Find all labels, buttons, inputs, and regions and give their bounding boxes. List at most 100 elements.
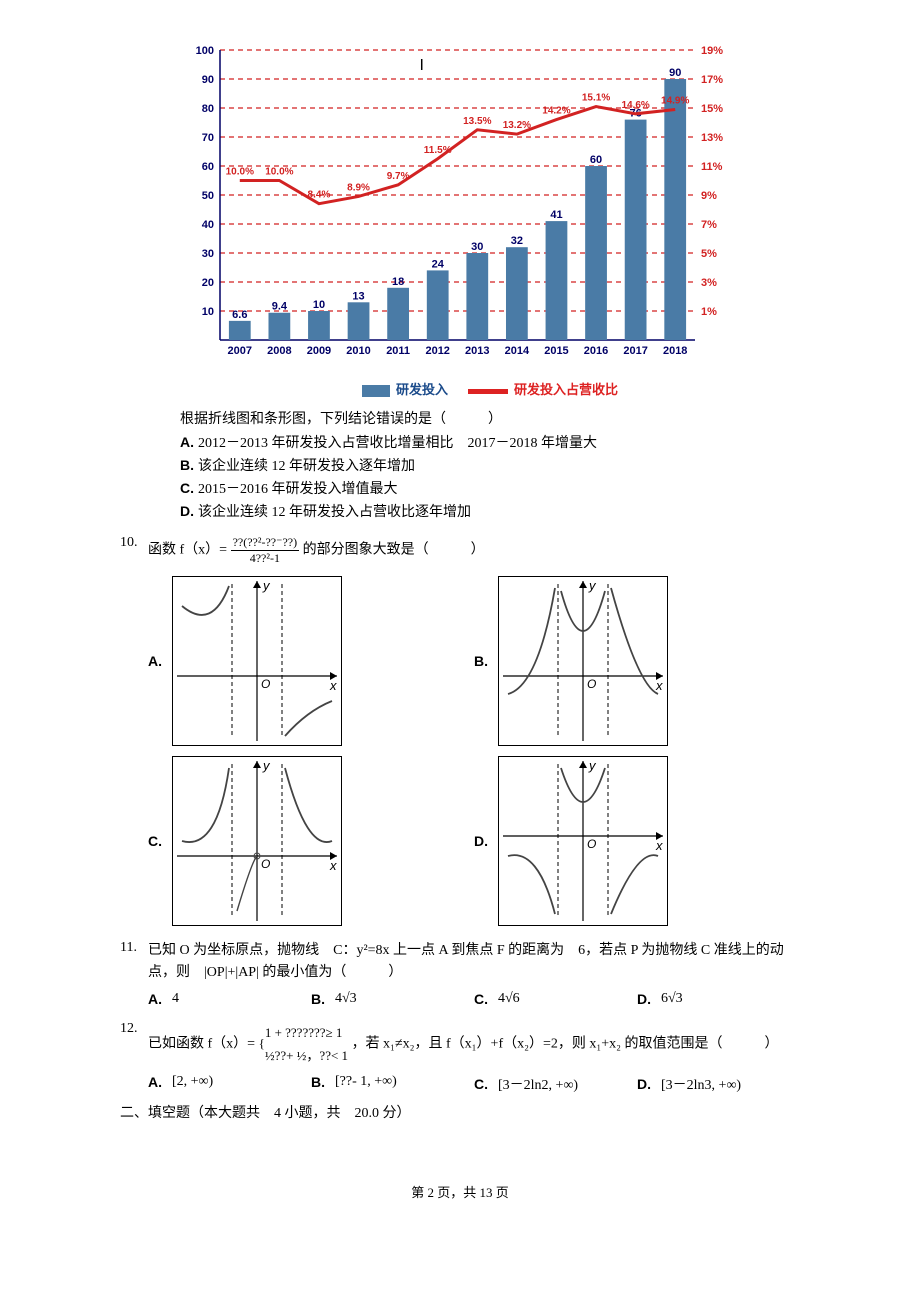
svg-text:9.7%: 9.7% (387, 171, 410, 182)
svg-text:80: 80 (202, 103, 214, 115)
svg-text:O: O (587, 837, 596, 851)
q10-graph-c: x y O (172, 756, 342, 926)
svg-text:x: x (329, 858, 337, 873)
svg-text:60: 60 (590, 154, 602, 166)
q10-a: A. (148, 653, 162, 669)
q12: 12. 已如函数 f（x）= { 1 + ???????≥ 1 ½??+ ½，?… (120, 1021, 800, 1094)
svg-text:10.0%: 10.0% (265, 167, 293, 178)
q9-options: A.2012－2013 年研发投入占营收比增量相比 2017－2018 年增量大… (180, 432, 800, 521)
svg-text:O: O (587, 677, 596, 691)
svg-text:10.0%: 10.0% (226, 167, 254, 178)
q12-a: [2, +∞) (172, 1074, 213, 1090)
svg-text:40: 40 (202, 219, 214, 231)
svg-text:9%: 9% (701, 190, 717, 202)
svg-text:2013: 2013 (465, 345, 489, 357)
svg-text:18: 18 (392, 276, 404, 288)
q11-stem: 已知 O 为坐标原点，抛物线 C：y²=8x 上一点 A 到焦点 F 的距离为 … (148, 940, 800, 985)
section2-header: 二、填空题（本大题共 4 小题，共 20.0 分） (120, 1102, 800, 1122)
svg-text:2010: 2010 (346, 345, 370, 357)
svg-text:8.9%: 8.9% (347, 182, 370, 193)
q10-num: 10. (120, 535, 148, 926)
svg-text:41: 41 (550, 209, 562, 221)
svg-text:x: x (655, 838, 663, 853)
q9-opt-a: 2012－2013 年研发投入占营收比增量相比 2017－2018 年增量大 (198, 436, 597, 451)
q11-c: 4√6 (498, 991, 520, 1007)
svg-text:6.6: 6.6 (232, 309, 247, 321)
svg-text:32: 32 (511, 235, 523, 247)
q10-stem: 函数 f（x）= ??(??²-??⁻??) 4??²-1 的部分图象大致是（ … (148, 535, 800, 566)
svg-text:y: y (262, 758, 271, 773)
q10: 10. 函数 f（x）= ??(??²-??⁻??) 4??²-1 的部分图象大… (120, 535, 800, 926)
svg-text:5%: 5% (701, 248, 717, 260)
svg-text:14.6%: 14.6% (621, 100, 649, 111)
q10-c: C. (148, 833, 162, 849)
q10-b: B. (474, 653, 488, 669)
svg-text:14.2%: 14.2% (542, 106, 570, 117)
svg-text:2008: 2008 (267, 345, 291, 357)
svg-text:2017: 2017 (623, 345, 647, 357)
q9-opt-b: 该企业连续 12 年研发投入逐年增加 (198, 459, 415, 474)
svg-text:11%: 11% (701, 161, 723, 173)
q12-d: [3－2ln3, +∞) (661, 1074, 741, 1094)
svg-text:3%: 3% (701, 277, 717, 289)
q11-b: 4√3 (335, 991, 357, 1007)
q10-graph-a: x y O (172, 576, 342, 746)
svg-text:y: y (262, 578, 271, 593)
q11-a: 4 (172, 991, 179, 1007)
q10-d: D. (474, 833, 488, 849)
svg-text:19%: 19% (701, 45, 723, 57)
page-footer: 第 2 页，共 13 页 (120, 1182, 800, 1201)
svg-text:I: I (420, 57, 424, 74)
svg-text:13.2%: 13.2% (503, 120, 531, 131)
svg-text:10: 10 (313, 299, 325, 311)
rd-chart: 10 1% 20 3% 30 5% 40 7% 50 9% 60 11% 70 13% 80 15% 90 17%… (180, 40, 800, 398)
svg-text:O: O (261, 857, 270, 871)
svg-text:30: 30 (202, 248, 214, 260)
q12-stem: 已如函数 f（x）= { 1 + ???????≥ 1 ½??+ ½，??< 1… (148, 1021, 800, 1068)
chart-svg: 10 1% 20 3% 30 5% 40 7% 50 9% 60 11% 70 13% 80 15% 90 17%… (180, 40, 740, 370)
svg-text:x: x (329, 678, 337, 693)
svg-text:17%: 17% (701, 74, 723, 86)
q11-num: 11. (120, 940, 148, 1007)
q9-stem: 根据折线图和条形图，下列结论错误的是（ ） (180, 408, 800, 428)
q11-d: 6√3 (661, 991, 683, 1007)
svg-text:2011: 2011 (386, 345, 410, 357)
q9-opt-d: 该企业连续 12 年研发投入占营收比逐年增加 (198, 505, 471, 520)
svg-text:x: x (655, 678, 663, 693)
svg-text:100: 100 (196, 45, 214, 57)
svg-text:8.4%: 8.4% (308, 190, 331, 201)
q10-graph-d: x y O (498, 756, 668, 926)
svg-text:y: y (588, 758, 597, 773)
legend-line-label: 研发投入占营收比 (514, 382, 618, 397)
svg-text:11.5%: 11.5% (424, 145, 452, 156)
q9-opt-c: 2015－2016 年研发投入增值最大 (198, 482, 398, 497)
svg-text:2015: 2015 (544, 345, 568, 357)
svg-text:70: 70 (202, 132, 214, 144)
q12-c: [3－2ln2, +∞) (498, 1074, 578, 1094)
svg-text:O: O (261, 677, 270, 691)
svg-text:20: 20 (202, 277, 214, 289)
svg-text:7%: 7% (701, 219, 717, 231)
svg-text:10: 10 (202, 306, 214, 318)
svg-text:1%: 1% (701, 306, 717, 318)
svg-text:13%: 13% (701, 132, 723, 144)
svg-text:14.9%: 14.9% (661, 95, 689, 106)
svg-text:30: 30 (471, 241, 483, 253)
svg-text:60: 60 (202, 161, 214, 173)
svg-text:90: 90 (669, 67, 681, 79)
svg-text:2012: 2012 (425, 345, 449, 357)
q12-b: [??- 1, +∞) (335, 1074, 397, 1090)
svg-text:9.4: 9.4 (272, 301, 288, 313)
svg-text:2009: 2009 (307, 345, 331, 357)
svg-text:90: 90 (202, 74, 214, 86)
svg-text:50: 50 (202, 190, 214, 202)
svg-text:2018: 2018 (663, 345, 687, 357)
legend-bar-label: 研发投入 (396, 382, 448, 397)
svg-text:24: 24 (432, 258, 445, 270)
svg-text:y: y (588, 578, 597, 593)
svg-text:15%: 15% (701, 103, 723, 115)
q11: 11. 已知 O 为坐标原点，抛物线 C：y²=8x 上一点 A 到焦点 F 的… (120, 940, 800, 1007)
svg-text:15.1%: 15.1% (582, 93, 610, 104)
q12-num: 12. (120, 1021, 148, 1094)
svg-text:13.5%: 13.5% (463, 116, 491, 127)
